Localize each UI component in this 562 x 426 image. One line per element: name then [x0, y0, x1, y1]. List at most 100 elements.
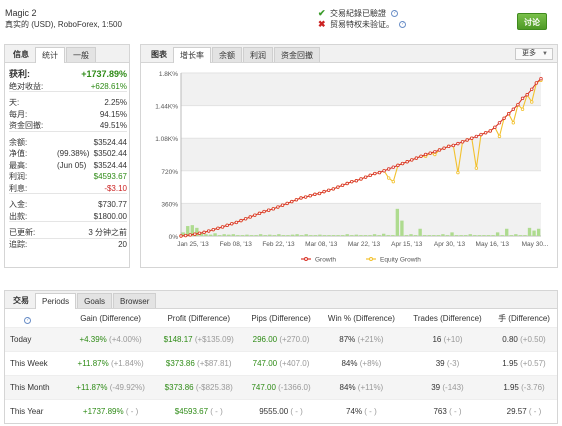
data-point — [474, 166, 479, 170]
data-point — [183, 233, 188, 238]
data-point — [391, 165, 396, 169]
stat-label: 余额: — [9, 137, 28, 147]
bar — [395, 208, 400, 236]
tab-stats[interactable]: 统计 — [35, 47, 65, 63]
data-point — [525, 93, 529, 97]
tab-periods[interactable]: Periods — [35, 293, 77, 309]
bar — [277, 234, 281, 236]
bar — [249, 235, 254, 236]
x-tick-label: Mar 22, '13 — [348, 241, 381, 248]
cell-diff: ( - ) — [210, 406, 223, 416]
data-point — [336, 185, 340, 189]
data-point — [539, 77, 543, 81]
data-point — [493, 125, 497, 130]
tab-profit[interactable]: 利润 — [243, 47, 273, 62]
stat-label: 资金回撤: — [9, 121, 44, 130]
bar — [345, 234, 349, 236]
stat-withdrawals: $1800.00 — [93, 211, 127, 221]
cell-value: +4.39% — [79, 334, 107, 344]
tab-browser[interactable]: Browser — [113, 293, 157, 308]
cell-value: $373.86 — [165, 358, 195, 368]
table-row: This Month +11.87% (-49.92%) $373.86 (-$82… — [5, 374, 557, 399]
period-label: Today — [5, 326, 67, 351]
bar — [391, 235, 395, 236]
data-point — [460, 140, 465, 144]
data-point — [391, 179, 396, 184]
tab-goals[interactable]: Goals — [77, 293, 113, 308]
more-dropdown[interactable]: 更多 ▼ — [515, 48, 553, 60]
bar — [304, 234, 308, 236]
stat-label: 出款: — [9, 211, 28, 221]
data-point — [511, 107, 516, 111]
bar — [445, 235, 450, 236]
stat-interest: -$3.10 — [104, 183, 127, 193]
data-point — [423, 152, 428, 157]
data-point — [206, 229, 211, 233]
cell-diff: (-3) — [446, 358, 460, 368]
help-icon[interactable]: ? — [399, 21, 406, 28]
cell-value: 39 — [431, 382, 441, 392]
bar — [245, 234, 249, 236]
data-point — [520, 96, 525, 101]
data-point — [225, 223, 229, 228]
data-point — [373, 171, 377, 176]
table-cell: 84% (+11%) — [318, 374, 404, 399]
info-tabs: 信息 统计 一般 — [5, 45, 129, 63]
table-cell: 39 (-3) — [403, 350, 491, 375]
data-point — [220, 225, 225, 229]
table-cell: 747.00 (+407.0) — [243, 350, 319, 375]
tab-growth[interactable]: 增长率 — [173, 47, 211, 63]
data-point — [345, 181, 349, 186]
col-pips: Pips (Difference) — [251, 314, 311, 324]
bar — [181, 232, 185, 236]
period-label: This Week — [5, 350, 67, 375]
table-cell: $148.17 (+$135.09) — [154, 326, 244, 351]
data-point — [276, 205, 280, 209]
cell-diff: (-$825.38) — [195, 382, 233, 392]
stat-abs-gain: +628.61% — [90, 81, 127, 91]
cell-value: 296.00 — [252, 334, 278, 344]
col-profit: Profit (Difference) — [167, 314, 230, 324]
y-tick-label: 1.8K% — [159, 71, 178, 78]
data-point — [410, 158, 414, 162]
data-point — [350, 179, 354, 184]
growth-chart: 1.8K% 1.44K% 1.08K% 720% 360% 0%Jan 25, '13 Fe… — [155, 71, 548, 264]
cell-diff: (+8%) — [359, 358, 382, 368]
bar — [309, 235, 313, 236]
chart-band — [181, 73, 541, 106]
tab-drawdown[interactable]: 资金回撤 — [274, 47, 320, 62]
cell-diff: (+270.0) — [279, 334, 310, 344]
data-point — [386, 167, 391, 171]
data-point — [511, 121, 516, 125]
col-win: Win % (Difference) — [327, 314, 395, 324]
data-point — [437, 148, 442, 152]
discuss-button[interactable]: 讨论 — [517, 13, 547, 30]
data-point — [294, 198, 299, 202]
stat-label: 最高: — [9, 160, 28, 170]
tab-info[interactable]: 信息 — [13, 50, 29, 59]
cell-value: 84% — [339, 382, 356, 392]
cell-diff: (+0.57) — [520, 358, 546, 368]
tab-balance[interactable]: 余额 — [212, 47, 242, 62]
cell-value: 747.00 — [252, 358, 278, 368]
table-cell: $373.86 (-$825.38) — [154, 374, 244, 399]
stat-label: 已更新: — [9, 228, 36, 237]
bar — [377, 235, 381, 236]
bar — [186, 226, 190, 236]
data-point — [313, 192, 317, 197]
x-tick-label: Apr 30, '13 — [434, 241, 466, 248]
stat-equity-pct: (99.38%) — [57, 149, 90, 158]
stat-label: 入金: — [9, 200, 28, 209]
bar — [258, 234, 263, 236]
x-tick-label: May 16, '13 — [476, 241, 510, 248]
cell-value: $373.86 — [164, 382, 194, 392]
help-icon[interactable]: ? — [5, 311, 67, 327]
stat-tracking: 20 — [118, 239, 127, 249]
data-point — [400, 161, 405, 166]
help-icon[interactable]: ? — [391, 10, 398, 17]
bar — [427, 235, 431, 236]
data-point — [442, 146, 446, 150]
cell-diff: ( - ) — [528, 406, 542, 416]
tab-general[interactable]: 一般 — [66, 47, 96, 62]
bar — [340, 235, 345, 236]
